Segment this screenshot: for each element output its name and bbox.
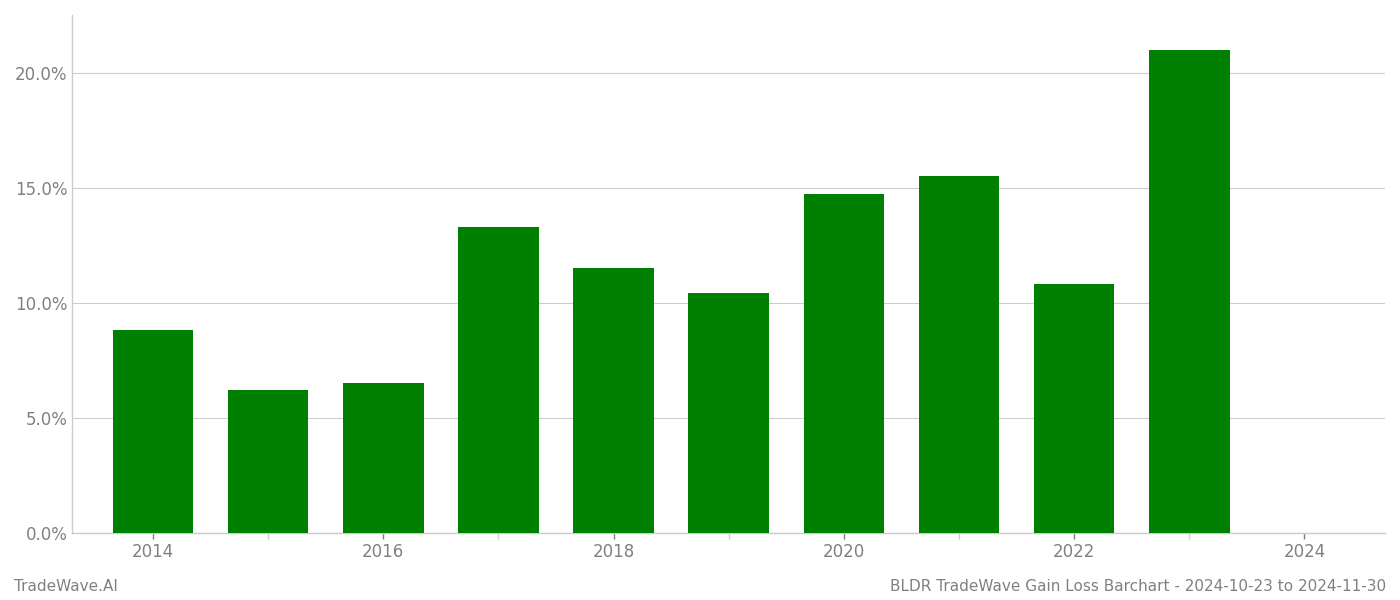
Bar <box>918 176 1000 533</box>
Bar <box>343 383 424 533</box>
Bar <box>573 268 654 533</box>
Text: BLDR TradeWave Gain Loss Barchart - 2024-10-23 to 2024-11-30: BLDR TradeWave Gain Loss Barchart - 2024… <box>890 579 1386 594</box>
Bar <box>689 293 769 533</box>
Bar <box>228 390 308 533</box>
Bar <box>112 330 193 533</box>
Bar <box>1149 50 1229 533</box>
Bar <box>458 227 539 533</box>
Bar <box>1033 284 1114 533</box>
Text: TradeWave.AI: TradeWave.AI <box>14 579 118 594</box>
Bar <box>804 194 885 533</box>
